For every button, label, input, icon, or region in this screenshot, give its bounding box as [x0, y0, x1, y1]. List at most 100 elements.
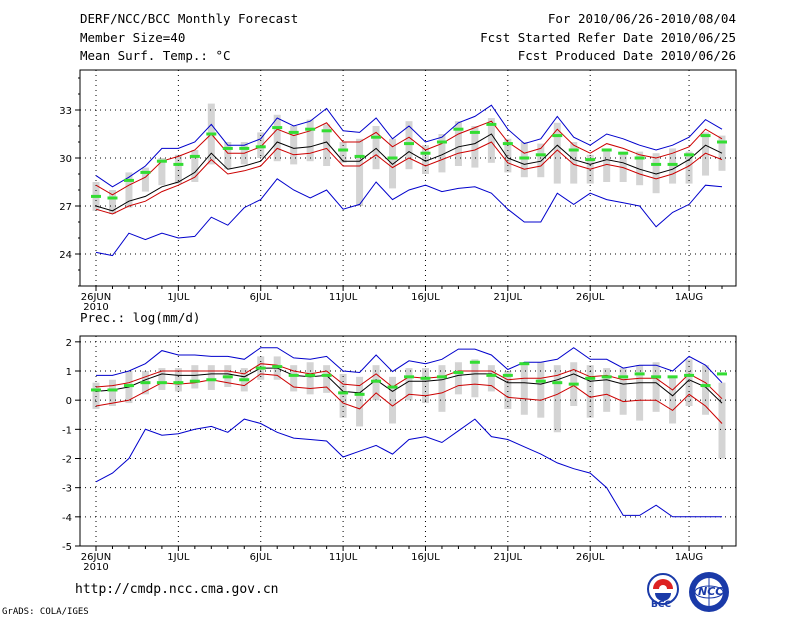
prec-spread-bar — [306, 362, 314, 395]
temp-median-mark — [552, 134, 563, 138]
temp-spread-bar — [537, 143, 545, 178]
prec-xtick-label: 1JUL — [167, 552, 190, 563]
temp-spread-bar — [652, 153, 660, 194]
temp-xtick-label: 26JUN — [81, 292, 111, 303]
temp-median-mark — [371, 135, 382, 139]
prec-median-mark — [123, 384, 134, 388]
temp-spread-bar — [702, 132, 710, 176]
ncc-logo-text: NCC — [698, 585, 724, 598]
prec-median-mark — [371, 379, 382, 383]
prec-xtick-label: 26JUL — [576, 552, 605, 563]
prec-median-mark — [436, 375, 447, 379]
prec-median-mark — [453, 370, 464, 374]
prec-median-mark — [239, 378, 250, 382]
prec-spread-bar — [174, 368, 182, 392]
prec-median-mark — [272, 365, 283, 369]
prec-median-mark — [552, 381, 563, 385]
temp-median-mark — [272, 126, 283, 130]
temp-spread-bar — [603, 148, 611, 182]
temp-spread-bar — [454, 121, 462, 166]
prec-spread-bar — [652, 362, 660, 412]
prec-mean-line — [95, 367, 723, 404]
temp-median-mark — [486, 122, 497, 126]
prec-median-mark — [469, 360, 480, 364]
temp-median-mark — [288, 130, 299, 134]
prec-median-mark — [535, 379, 546, 383]
temp-median-mark — [156, 159, 167, 163]
prec-spread-bar — [323, 365, 331, 393]
temp-median-mark — [140, 170, 151, 174]
prec-spread-bar — [553, 365, 561, 433]
prec-median-mark — [156, 381, 167, 385]
prec-median-mark — [189, 379, 200, 383]
temp-median-mark — [321, 129, 332, 133]
prec-ytick-label: 0 — [66, 396, 72, 407]
prec-ytick-label: -2 — [62, 455, 72, 466]
prec-median-mark — [354, 392, 365, 396]
temp-xtick-label: 11JUL — [329, 292, 358, 303]
temp-spread-bar — [421, 145, 429, 174]
temp-frame — [79, 69, 737, 287]
prec-ytick-label: -5 — [62, 542, 72, 553]
prec-median-mark — [618, 375, 629, 379]
temp-spread-bar — [405, 121, 413, 170]
temp-median-mark — [453, 127, 464, 131]
temp-median-mark — [651, 162, 662, 166]
prec-spread-bar — [92, 382, 100, 409]
prec-spread-bar — [108, 379, 116, 406]
precip-panel-title: Prec.: log(mm/d) — [80, 310, 201, 325]
prec-median-mark — [338, 391, 349, 395]
temp-median-mark — [123, 178, 134, 182]
temp-ytick-label: 27 — [59, 202, 72, 213]
temp-spread-bar — [125, 172, 133, 208]
temp-median-mark — [107, 196, 118, 200]
temp-spread-bar — [174, 154, 182, 184]
temp-spread-bar — [273, 114, 281, 162]
temp-median-mark — [436, 140, 447, 144]
temp-median-mark — [354, 154, 365, 158]
source-url[interactable]: http://cmdp.ncc.cma.gov.cn — [75, 582, 279, 597]
prec-median-mark — [420, 376, 431, 380]
prec-spread-bar — [290, 365, 298, 392]
produced-date: Fcst Produced Date 2010/06/26 — [517, 48, 736, 63]
prec-spread-bar — [685, 359, 693, 406]
prec-xtick-label: 1AUG — [675, 552, 703, 563]
prec-ytick-label: 1 — [66, 367, 72, 378]
temp-spread-bar — [290, 126, 298, 165]
temp-spread-bar — [191, 150, 199, 182]
temp-median-mark — [305, 127, 316, 131]
prec-median-mark — [140, 381, 151, 385]
temp-median-mark — [173, 162, 184, 166]
prec-xtick-label: 26JUN — [81, 552, 111, 563]
prec-median-mark — [568, 382, 579, 386]
prec-median-mark — [502, 373, 513, 377]
temp-ytick-label: 30 — [59, 154, 72, 165]
temp-median-mark — [239, 146, 250, 150]
prec-spread-bar — [537, 362, 545, 418]
temp-median-mark — [568, 148, 579, 152]
prec-median-mark — [519, 362, 530, 366]
temp-median-mark — [667, 162, 678, 166]
temp-median-mark — [502, 142, 513, 146]
prec-frame — [79, 335, 737, 547]
prec-spread-bar — [454, 362, 462, 395]
prec-spread-bar — [191, 365, 199, 389]
prec-xtick-label: 11JUL — [329, 552, 358, 563]
temp-spread-bar — [306, 119, 314, 162]
prec-spread-bar — [603, 368, 611, 412]
temp-median-mark — [338, 148, 349, 152]
temp-median-mark — [717, 140, 727, 144]
prec-median-mark — [667, 375, 678, 379]
prec-median-mark — [222, 375, 233, 379]
prec-spread-bar — [339, 373, 347, 418]
temp-spread-bar — [619, 151, 627, 182]
temp-spread-bar — [718, 135, 726, 171]
prec-ytick-label: -4 — [62, 513, 72, 524]
prec-xtick-label: 21JUL — [494, 552, 523, 563]
temp-year-label: 2010 — [83, 302, 108, 313]
prec-median-mark — [173, 381, 184, 385]
temp-spread-bar — [356, 138, 364, 206]
bcc-logo: BCC — [643, 572, 683, 612]
temp-min-line — [95, 178, 723, 257]
prec-spread-bar — [718, 382, 726, 459]
